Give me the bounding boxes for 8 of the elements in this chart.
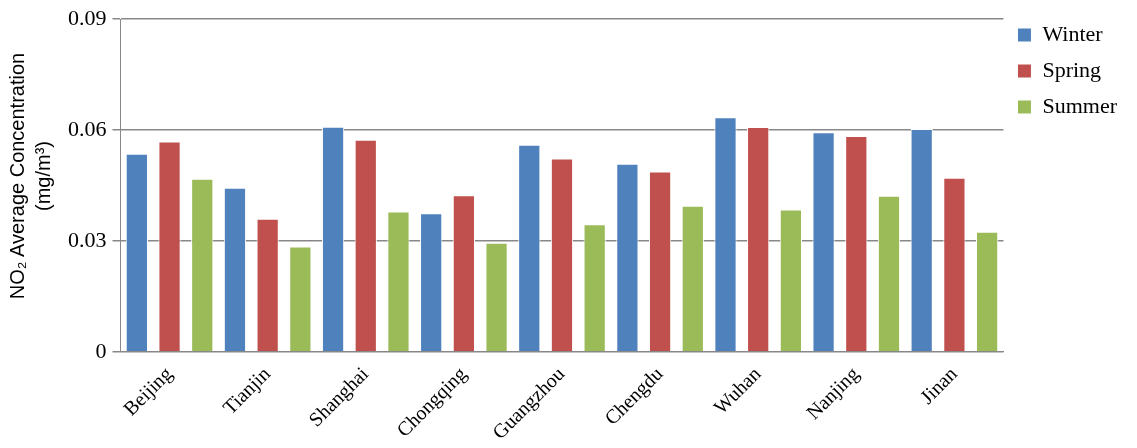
y-axis-title: NO₂ Average Concentration (mg/m³) bbox=[5, 51, 55, 302]
y-tick-label: 0 bbox=[95, 337, 107, 363]
y-tick-label: 0.06 bbox=[68, 115, 107, 141]
legend-label: Winter bbox=[1042, 20, 1104, 46]
legend-label: Summer bbox=[1042, 92, 1118, 118]
legend-label: Spring bbox=[1042, 56, 1102, 82]
y-tick-label: 0.09 bbox=[68, 4, 107, 30]
y-tick-label: 0.03 bbox=[68, 226, 107, 252]
